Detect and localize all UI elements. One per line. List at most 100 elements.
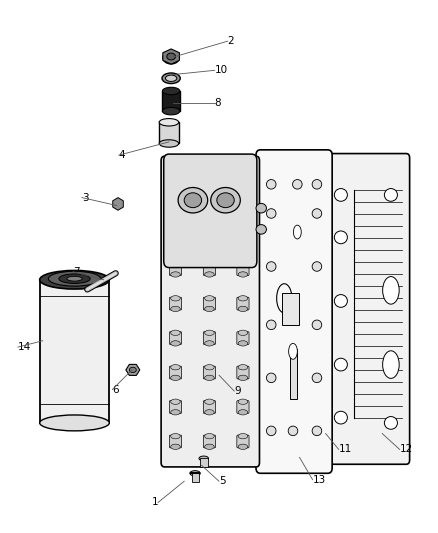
FancyBboxPatch shape	[203, 435, 215, 448]
Ellipse shape	[162, 73, 180, 84]
Ellipse shape	[171, 365, 180, 370]
Text: 10: 10	[215, 66, 228, 75]
Polygon shape	[163, 49, 180, 64]
Ellipse shape	[171, 375, 180, 381]
Bar	[200, 458, 208, 467]
Polygon shape	[126, 365, 140, 375]
Text: 7: 7	[73, 267, 80, 277]
Ellipse shape	[312, 373, 322, 383]
Ellipse shape	[178, 188, 208, 213]
Ellipse shape	[238, 410, 248, 415]
Ellipse shape	[293, 180, 302, 189]
Text: 12: 12	[399, 445, 413, 455]
Ellipse shape	[205, 341, 214, 346]
Ellipse shape	[59, 274, 90, 284]
Bar	[290, 349, 297, 399]
Ellipse shape	[171, 410, 180, 415]
Ellipse shape	[171, 399, 180, 405]
Ellipse shape	[238, 444, 248, 449]
Bar	[191, 473, 198, 482]
Ellipse shape	[205, 399, 214, 405]
FancyBboxPatch shape	[164, 154, 257, 268]
Ellipse shape	[162, 87, 180, 95]
Ellipse shape	[171, 330, 180, 335]
Ellipse shape	[171, 272, 180, 277]
Ellipse shape	[159, 118, 179, 126]
Ellipse shape	[205, 410, 214, 415]
Ellipse shape	[205, 375, 214, 381]
Ellipse shape	[171, 341, 180, 346]
Ellipse shape	[171, 227, 180, 232]
Ellipse shape	[334, 358, 347, 371]
FancyBboxPatch shape	[237, 263, 249, 276]
FancyBboxPatch shape	[203, 263, 215, 276]
Ellipse shape	[289, 343, 297, 359]
Ellipse shape	[238, 433, 248, 439]
FancyBboxPatch shape	[237, 332, 249, 344]
FancyBboxPatch shape	[237, 435, 249, 448]
Text: 1: 1	[152, 497, 158, 507]
Ellipse shape	[383, 277, 399, 304]
Ellipse shape	[312, 426, 322, 435]
Ellipse shape	[171, 261, 180, 266]
Ellipse shape	[385, 189, 397, 201]
FancyBboxPatch shape	[170, 401, 182, 414]
Ellipse shape	[238, 399, 248, 405]
Ellipse shape	[205, 444, 214, 449]
Ellipse shape	[166, 75, 177, 82]
FancyBboxPatch shape	[170, 435, 182, 448]
Ellipse shape	[256, 204, 266, 213]
Ellipse shape	[266, 209, 276, 218]
Ellipse shape	[40, 270, 110, 289]
Ellipse shape	[184, 193, 201, 208]
FancyBboxPatch shape	[170, 332, 182, 344]
FancyBboxPatch shape	[326, 154, 410, 464]
FancyBboxPatch shape	[237, 194, 249, 207]
Text: 14: 14	[18, 342, 31, 352]
Ellipse shape	[238, 365, 248, 370]
FancyBboxPatch shape	[203, 297, 215, 310]
Ellipse shape	[238, 237, 248, 243]
Ellipse shape	[238, 203, 248, 208]
Text: 4: 4	[119, 150, 126, 160]
Ellipse shape	[334, 411, 347, 424]
Ellipse shape	[266, 426, 276, 435]
Ellipse shape	[205, 433, 214, 439]
Ellipse shape	[312, 180, 322, 189]
Text: 3: 3	[82, 192, 88, 203]
Bar	[40, 280, 110, 423]
Text: 11: 11	[339, 445, 352, 455]
Ellipse shape	[334, 231, 347, 244]
Ellipse shape	[383, 351, 399, 378]
Ellipse shape	[205, 272, 214, 277]
Ellipse shape	[312, 209, 322, 218]
Text: 5: 5	[219, 477, 226, 486]
Ellipse shape	[199, 456, 208, 461]
Bar	[162, 91, 180, 111]
Ellipse shape	[312, 320, 322, 329]
FancyBboxPatch shape	[203, 332, 215, 344]
Ellipse shape	[205, 261, 214, 266]
Ellipse shape	[171, 296, 180, 301]
Ellipse shape	[312, 262, 322, 271]
Ellipse shape	[217, 193, 234, 208]
Ellipse shape	[205, 365, 214, 370]
FancyBboxPatch shape	[170, 297, 182, 310]
Ellipse shape	[288, 426, 298, 435]
Ellipse shape	[129, 367, 136, 373]
FancyBboxPatch shape	[203, 366, 215, 379]
Ellipse shape	[266, 180, 276, 189]
Ellipse shape	[171, 444, 180, 449]
Bar	[159, 122, 179, 143]
Ellipse shape	[238, 306, 248, 312]
Ellipse shape	[162, 108, 180, 115]
Ellipse shape	[238, 341, 248, 346]
Ellipse shape	[256, 224, 266, 234]
Text: 6: 6	[113, 384, 119, 394]
Ellipse shape	[238, 192, 248, 198]
Ellipse shape	[167, 53, 176, 60]
Bar	[282, 293, 299, 325]
Ellipse shape	[171, 306, 180, 312]
Ellipse shape	[238, 375, 248, 381]
Text: 8: 8	[215, 98, 221, 108]
